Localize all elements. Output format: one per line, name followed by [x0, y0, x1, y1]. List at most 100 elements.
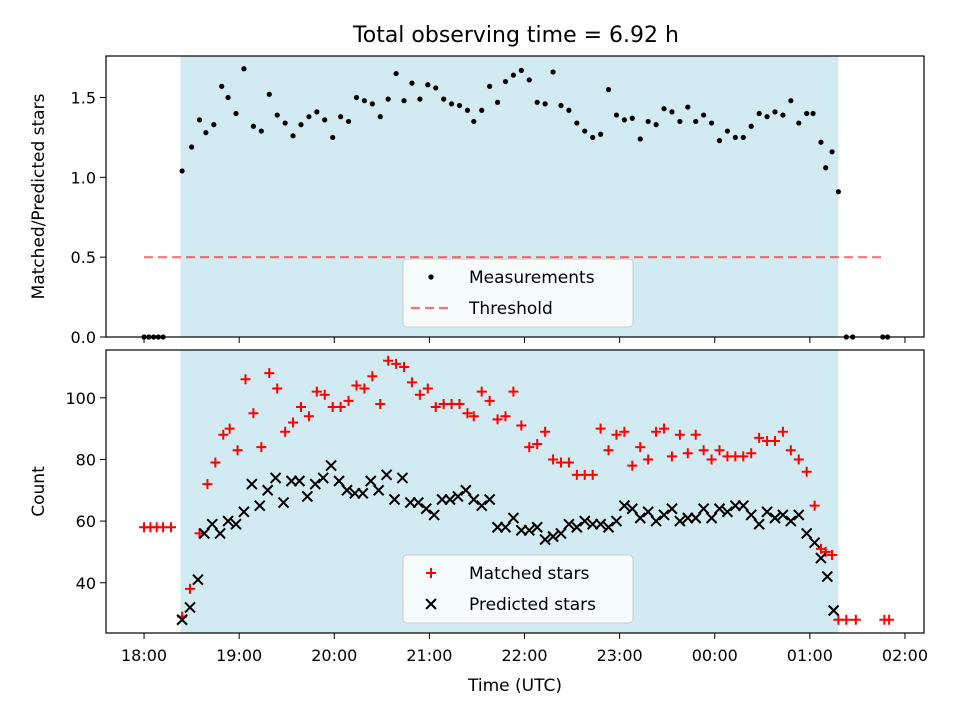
matched-star-point [666, 451, 677, 462]
matched-star-point [210, 457, 221, 468]
measurement-point [314, 109, 320, 115]
predicted-star-point [658, 509, 670, 521]
matched-star-point [335, 402, 346, 413]
measurement-point [550, 69, 556, 75]
matched-star-point [793, 454, 804, 465]
chart-title: Total observing time = 6.92 h [352, 23, 679, 48]
legend: Matched stars Predicted stars [402, 554, 634, 624]
predicted-star-point [309, 478, 321, 490]
predicted-star-point [785, 515, 797, 527]
matched-star-point [194, 528, 205, 539]
matched-star-point [785, 445, 796, 456]
measurement-point [716, 138, 723, 144]
x-tick-label: 21:00 [406, 646, 452, 665]
matched-star-point [288, 417, 299, 428]
predicted-star-point [745, 509, 757, 521]
measurement-point [748, 123, 754, 129]
measurement-point [330, 134, 336, 141]
predicted-star-point [396, 472, 409, 484]
measurement-point [788, 98, 794, 104]
matched-star-point [414, 389, 425, 400]
predicted-star-point [301, 490, 314, 503]
measurement-point [353, 94, 360, 101]
predicted-star-point [610, 515, 623, 527]
y-tick-label: 40 [76, 574, 96, 593]
measurement-point [708, 120, 715, 126]
predicted-star-point [713, 503, 726, 515]
predicted-star-point [365, 475, 377, 487]
predicted-star-point [499, 521, 512, 533]
predicted-star-point [753, 518, 765, 530]
matched-star-point [375, 398, 386, 409]
matched-star-point [185, 583, 196, 594]
measurement-point [189, 144, 195, 150]
predicted-star-point [666, 503, 678, 515]
matched-star-point [280, 426, 291, 437]
measurement-point [526, 77, 532, 83]
matched-star-point [611, 429, 622, 440]
predicted-star-point [420, 503, 432, 515]
measurement-point [732, 134, 738, 141]
measurement-point [338, 114, 344, 120]
predicted-star-point [626, 503, 639, 515]
matched-star-point [619, 426, 630, 437]
matched-star-point [524, 442, 535, 453]
predicted-star-point [821, 570, 834, 583]
measurement-point [225, 94, 231, 101]
measurement-point [605, 86, 612, 93]
matched-star-point [202, 479, 213, 490]
measurement-point [621, 117, 627, 123]
matched-star-point [714, 445, 725, 456]
matched-star-point [232, 445, 243, 456]
measurement-point [740, 134, 746, 141]
legend-label: Threshold [468, 299, 553, 319]
measurement-point [487, 83, 493, 89]
matched-star-point [351, 380, 362, 391]
measurement-point [661, 106, 667, 112]
x-tick-label: 18:00 [121, 646, 167, 665]
measurement-point [464, 107, 471, 113]
matched-star-point [587, 469, 598, 480]
predicted-star-point [214, 527, 226, 540]
predicted-star-point [697, 503, 710, 515]
x-axis-label: Time (UTC) [467, 676, 562, 696]
predicted-star-point [261, 484, 274, 496]
predicted-star-point [769, 512, 781, 524]
matched-star-point [548, 454, 559, 465]
measurement-point [290, 133, 296, 139]
predicted-star-point [206, 518, 218, 530]
matched-star-point [311, 386, 322, 397]
predicted-star-point [507, 512, 520, 524]
predicted-star-point [602, 521, 615, 533]
matched-star-point [248, 408, 259, 419]
matched-star-point [746, 448, 757, 459]
measurement-point [502, 78, 509, 85]
measurement-point [590, 134, 596, 141]
legend-label: Matched stars [469, 564, 589, 584]
predicted-star-point [650, 515, 662, 527]
matched-star-point [706, 454, 717, 465]
x-tick-label: 01:00 [787, 646, 833, 665]
measurement-point [829, 149, 835, 155]
y-tick-label: 0.5 [71, 248, 96, 267]
matched-star-point [516, 420, 527, 431]
axes-frame [105, 349, 925, 634]
legend: Measurements Threshold [402, 258, 634, 328]
predicted-star-point [428, 509, 440, 521]
matched-star-point [508, 386, 519, 397]
predicted-star-point [563, 518, 575, 530]
measurement-point [669, 109, 675, 115]
measurement-point [558, 102, 564, 109]
matched-star-point [218, 429, 229, 440]
predicted-star-point [176, 614, 188, 626]
bottom-panel: 40 60 80 100 18:00 19:00 20:00 21:00 22:00 23:00 0… [29, 349, 928, 696]
matched-star-point [841, 614, 852, 625]
matched-star-point [359, 383, 370, 394]
measurement-point [196, 117, 203, 123]
predicted-star-point [412, 496, 425, 509]
matched-star-point [367, 371, 378, 382]
predicted-star-point [222, 515, 234, 527]
predicted-star-point [246, 478, 258, 490]
measurement-point [361, 98, 367, 104]
